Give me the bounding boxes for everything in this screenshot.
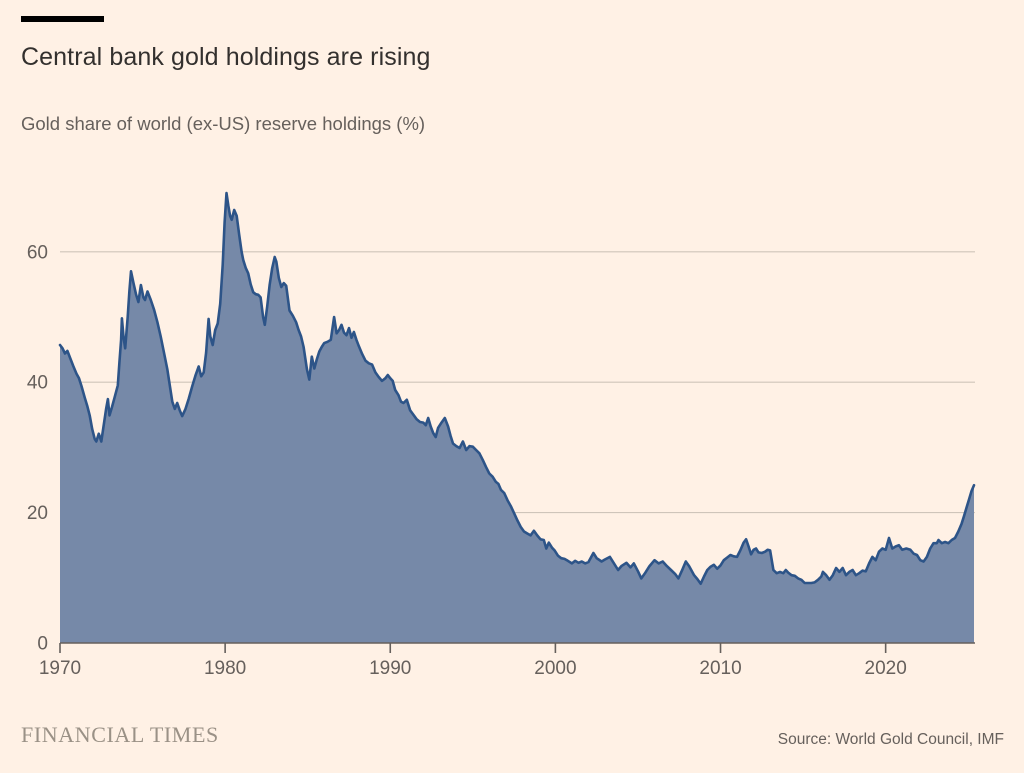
chart-subtitle: Gold share of world (ex-US) reserve hold… [21,113,426,134]
x-tick-label-1970: 1970 [39,658,81,679]
y-tick-label-40: 40 [27,373,48,394]
area-line [58,191,976,585]
x-tick-label-1990: 1990 [369,658,411,679]
area-fill [60,193,974,643]
accent-bar [21,16,104,22]
x-tick-label-2020: 2020 [865,658,907,679]
source-credit: Source: World Gold Council, IMF [777,731,1004,748]
y-tick-label-0: 0 [37,634,48,655]
x-tick-label-1980: 1980 [204,658,246,679]
ft-logo: FINANCIAL TIMES [21,722,219,747]
y-tick-label-20: 20 [27,503,48,524]
x-tick-label-2010: 2010 [699,658,741,679]
y-tick-label-60: 60 [27,242,48,263]
chart-title: Central bank gold holdings are rising [21,43,431,71]
x-tick-label-2000: 2000 [534,658,576,679]
